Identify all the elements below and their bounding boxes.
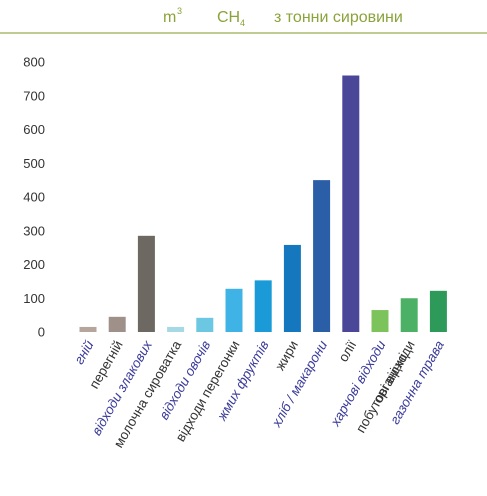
bar bbox=[313, 180, 331, 332]
bar bbox=[225, 288, 243, 332]
x-tick-label: хліб / макарони bbox=[268, 338, 330, 431]
y-tick-label: 500 bbox=[23, 156, 45, 171]
y-tick-label: 400 bbox=[23, 190, 45, 205]
chart-title: m 3 CH 4 з тонни сировини bbox=[163, 6, 403, 28]
bar bbox=[342, 75, 360, 332]
x-tick-label: олії bbox=[335, 338, 359, 365]
bar bbox=[283, 244, 301, 332]
bar bbox=[196, 317, 214, 332]
bar bbox=[79, 326, 97, 332]
y-tick-label: 600 bbox=[23, 122, 45, 137]
bar bbox=[167, 326, 185, 332]
bar bbox=[400, 298, 418, 332]
y-tick-label: 200 bbox=[23, 257, 45, 272]
bar bbox=[108, 316, 126, 332]
title-text: з тонни сировини bbox=[274, 9, 403, 26]
y-tick-label: 700 bbox=[23, 88, 45, 103]
x-tick-label: жири bbox=[272, 338, 301, 373]
bar bbox=[371, 310, 389, 332]
y-tick-label: 300 bbox=[23, 223, 45, 238]
y-axis: 800 700 600 500 400 300 200 100 0 bbox=[23, 55, 45, 340]
title-gas-subscript: 4 bbox=[240, 18, 245, 28]
y-tick-label: 0 bbox=[38, 325, 45, 340]
bar bbox=[429, 290, 447, 332]
bar bbox=[254, 280, 272, 332]
bars bbox=[79, 75, 447, 332]
y-tick-label: 100 bbox=[23, 291, 45, 306]
x-tick-label: гній bbox=[71, 338, 97, 367]
title-unit: m bbox=[163, 9, 176, 26]
title-gas: CH bbox=[217, 9, 240, 26]
y-tick-label: 800 bbox=[23, 55, 45, 70]
title-unit-superscript: 3 bbox=[177, 6, 182, 16]
bar bbox=[137, 235, 155, 332]
